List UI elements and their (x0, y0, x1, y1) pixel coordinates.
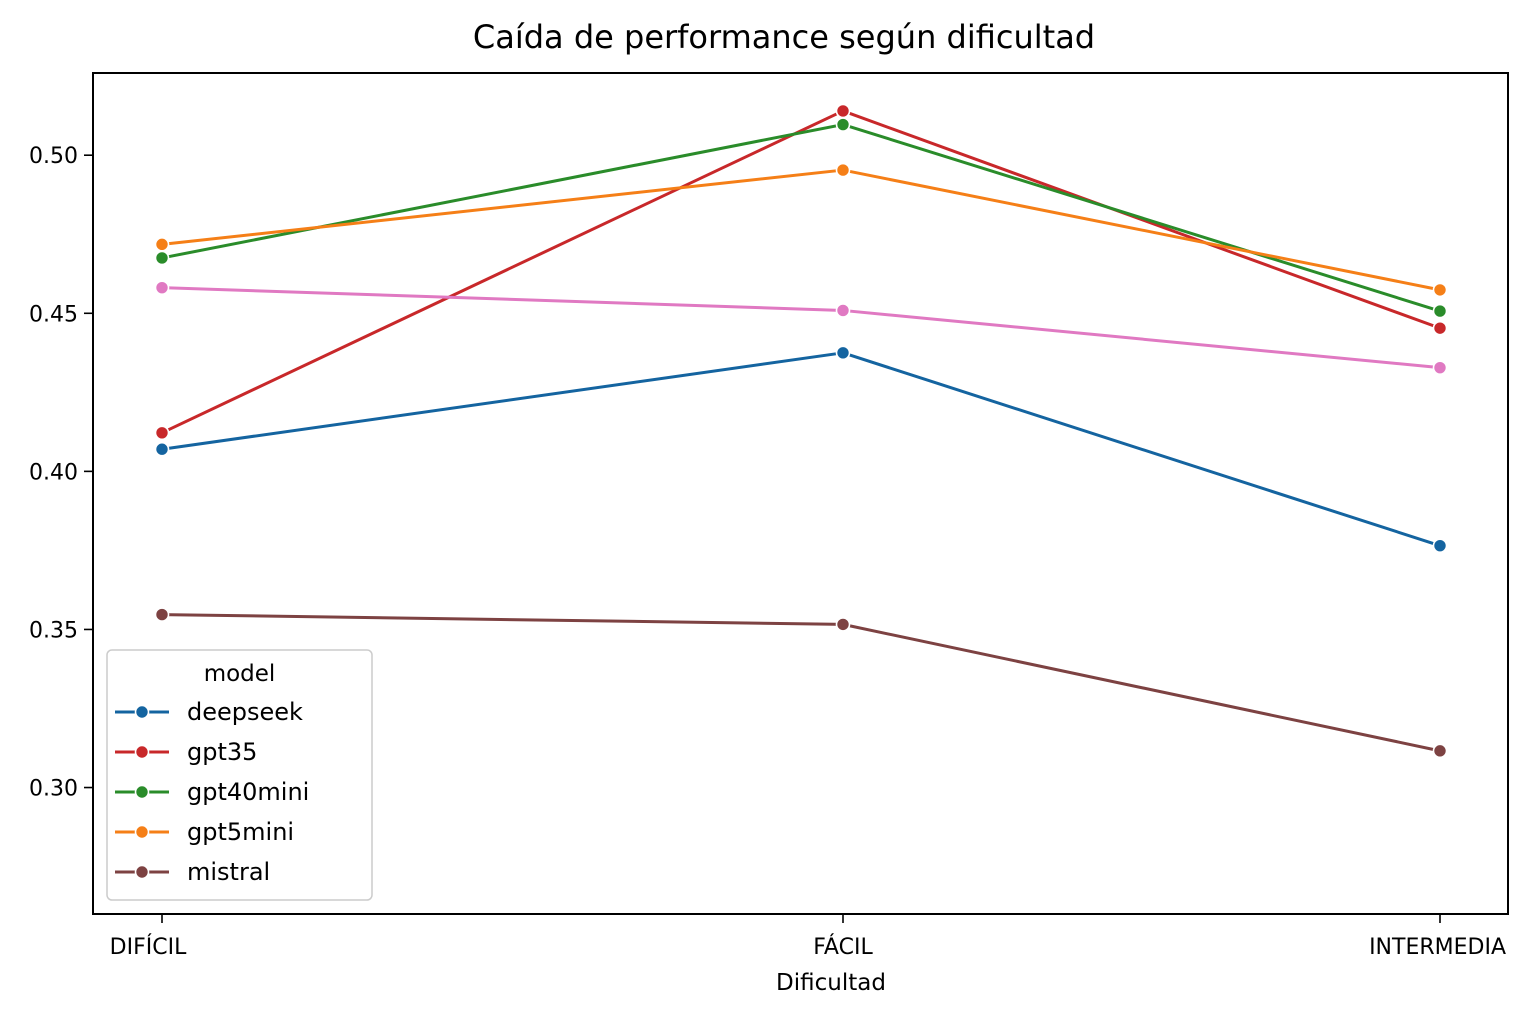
series-unlabeled (154, 280, 1448, 375)
series-gpt5mini (154, 162, 1448, 298)
data-point (835, 103, 851, 119)
legend-marker (134, 864, 150, 880)
legend-item: gpt35 (115, 738, 257, 766)
data-point (154, 425, 170, 441)
legend-item: deepseek (115, 698, 303, 726)
legend-item: gpt40mini (115, 778, 309, 806)
y-tick-label: 0.45 (29, 302, 78, 327)
data-point (1432, 320, 1448, 336)
data-point (1432, 360, 1448, 375)
legend-marker (134, 704, 150, 720)
x-tick-label: DIFÍCIL (110, 934, 187, 960)
data-point (154, 441, 170, 457)
legend-item: gpt5mini (115, 818, 294, 846)
y-tick-label: 0.50 (29, 144, 78, 169)
data-point (1432, 303, 1448, 319)
legend-item: mistral (115, 858, 270, 886)
series-gpt35 (154, 103, 1448, 441)
axes: 0.30 0.35 0.40 0.45 0.50 DIFÍCIL FÁCIL INTERMED… (29, 72, 1509, 960)
legend-label: gpt5mini (187, 818, 294, 846)
x-tick-label: FÁCIL (813, 934, 873, 960)
data-point (1432, 538, 1448, 553)
data-point (835, 162, 851, 178)
x-axis-label: Dificultad (776, 970, 886, 996)
legend-marker (134, 744, 150, 760)
chart-title: Caída de performance según dificultad (473, 18, 1095, 56)
legend: model deepseek gpt35 gpt40mini gpt5mini mistr… (106, 649, 373, 901)
data-point (835, 117, 851, 132)
series-line (161, 168, 1441, 292)
series-line (161, 351, 1441, 548)
y-tick-label: 0.30 (29, 777, 78, 802)
series-line (161, 286, 1441, 370)
legend-title: model (204, 661, 276, 687)
series-group (154, 103, 1448, 759)
legend-marker (134, 784, 150, 800)
legend-label: gpt40mini (187, 778, 309, 806)
legend-box (106, 649, 373, 901)
data-point (1432, 282, 1448, 298)
y-tick-label: 0.40 (29, 460, 78, 485)
legend-marker (134, 824, 150, 840)
data-point (835, 303, 851, 318)
data-point (154, 250, 170, 266)
series-gpt40mini (154, 117, 1448, 319)
y-tick-label: 0.35 (29, 618, 78, 643)
legend-label: gpt35 (187, 738, 257, 766)
x-tick-label: INTERMEDIA (1369, 935, 1506, 960)
series-line (161, 123, 1441, 313)
data-point (835, 345, 851, 361)
data-point (1432, 743, 1448, 759)
series-line (161, 109, 1441, 435)
data-point (154, 237, 170, 252)
data-point (154, 280, 170, 295)
series-deepseek (154, 345, 1448, 553)
legend-label: deepseek (187, 698, 303, 726)
plot-frame (92, 72, 1509, 915)
data-point (835, 617, 851, 632)
data-point (154, 607, 170, 622)
legend-label: mistral (187, 858, 270, 886)
series-mistral (154, 607, 1448, 759)
